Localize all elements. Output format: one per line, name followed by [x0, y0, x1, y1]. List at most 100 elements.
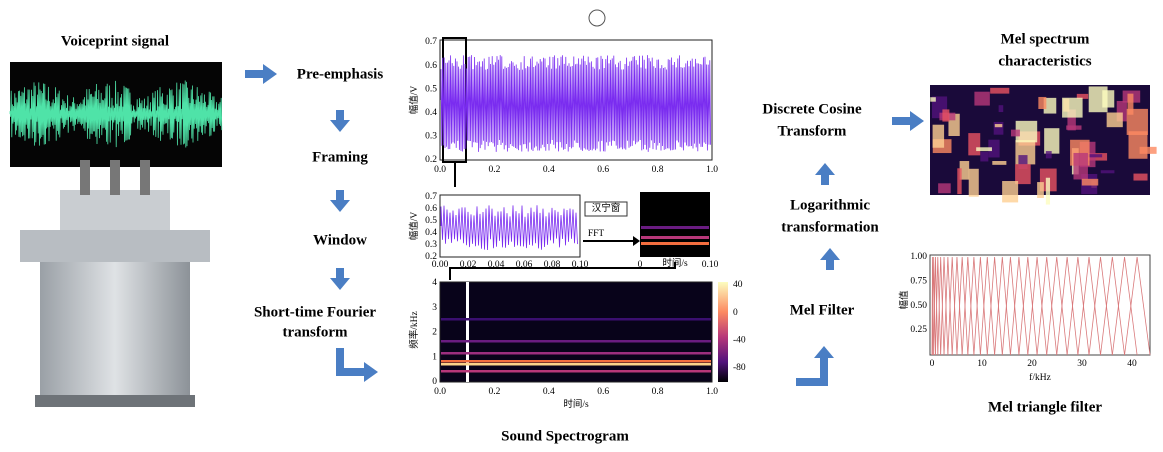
tick-label: 0.25 — [910, 325, 927, 335]
tick-label: 0.04 — [488, 260, 505, 270]
tick-label: 0.6 — [425, 61, 437, 71]
tick-label: 0.10 — [572, 260, 589, 270]
mel-cell — [980, 152, 988, 162]
axis-label: f/kHz — [1029, 372, 1051, 383]
tick-label: 0.4 — [425, 228, 437, 238]
tick-label: 0.7 — [425, 37, 437, 47]
illustrations — [10, 10, 1157, 407]
tick-label: 0.4 — [543, 387, 555, 397]
tick-label: 0 — [432, 377, 437, 387]
step: Window — [313, 232, 367, 248]
mel-cell — [1102, 90, 1114, 107]
title: Mel spectrum — [1001, 31, 1090, 47]
mel-cell — [974, 92, 989, 106]
mel-cell — [992, 161, 1006, 165]
mel-cell — [1044, 128, 1059, 153]
band — [441, 360, 711, 363]
band — [441, 370, 711, 373]
mel-cell — [1038, 97, 1046, 109]
tick-label: 0.0 — [434, 387, 446, 397]
tick-label: 0.3 — [425, 240, 437, 250]
tick-label: 1.0 — [706, 387, 718, 397]
band — [441, 352, 711, 355]
mel-cell — [990, 88, 1009, 94]
band — [641, 236, 709, 239]
tick-label: 0 — [733, 308, 738, 318]
tick-label: -80 — [733, 363, 746, 373]
mel-cell — [930, 97, 936, 101]
mel-cell — [942, 109, 949, 121]
mel-cell — [1002, 181, 1018, 202]
band — [441, 363, 711, 366]
tick-label: 3 — [432, 303, 437, 313]
title: characteristics — [998, 53, 1091, 69]
band — [441, 340, 711, 343]
mel-cell — [976, 147, 992, 151]
step: Logarithmic — [790, 197, 870, 213]
tick-label: 0.5 — [425, 216, 437, 226]
mel-cell — [1101, 170, 1115, 173]
mel-cell — [1073, 153, 1087, 180]
tick-label: 40 — [733, 280, 743, 290]
caption: Mel triangle filter — [988, 399, 1102, 415]
tick-label: 0.4 — [543, 165, 555, 175]
tick-label: 0.5 — [425, 84, 437, 94]
caption: Sound Spectrogram — [501, 428, 629, 444]
step: transformation — [781, 219, 879, 235]
step: Mel Filter — [790, 302, 855, 318]
tick-label: 0.3 — [425, 132, 437, 142]
mel-cell — [1107, 113, 1123, 128]
tick-label: 0.2 — [425, 155, 437, 165]
tick-label: 10 — [977, 359, 987, 369]
diagram: Voiceprint signal Pre-emphasis Framing W… — [0, 0, 1163, 452]
mel-cell — [995, 124, 1003, 127]
axis-label: 频率/kHz — [408, 311, 420, 348]
mel-cell — [969, 169, 979, 197]
mel-cell — [994, 122, 1004, 135]
axis-label: 幅值 — [898, 290, 910, 310]
tick-label: 0.75 — [910, 277, 927, 287]
tick-label: 0.10 — [702, 260, 719, 270]
tick-label: 0.2 — [488, 387, 500, 397]
tick-label: 0.00 — [432, 260, 449, 270]
mel-cell — [938, 183, 951, 193]
tick-label: 0.6 — [597, 387, 609, 397]
tick-label: 2 — [432, 328, 437, 338]
tick-label: 0.8 — [652, 165, 664, 175]
step: transform — [283, 324, 348, 340]
mel-cell — [1133, 174, 1147, 181]
axis-label: 时间/s — [563, 398, 589, 410]
tick-label: 1 — [432, 352, 437, 362]
axis-label: 幅值/V — [408, 86, 420, 115]
mel-cell — [1082, 179, 1098, 186]
mel-cell — [1046, 151, 1052, 158]
tick-label: 0.50 — [910, 301, 927, 311]
tick-label: 4 — [432, 278, 437, 288]
mel-cell — [1140, 147, 1157, 154]
band — [441, 318, 711, 321]
tick-label: 0.2 — [488, 165, 500, 175]
tick-label: 0 — [930, 359, 935, 369]
tick-label: 20 — [1027, 359, 1037, 369]
band — [641, 242, 709, 245]
axis-label: 时间/s — [662, 257, 688, 269]
mel-cell — [1037, 182, 1044, 198]
mel-cell — [957, 168, 961, 194]
tick-label: 1.0 — [706, 165, 718, 175]
circle-icon — [589, 10, 605, 26]
step: Short-time Fourier — [254, 304, 376, 320]
tick-label: 0.6 — [425, 204, 437, 214]
mel-cell — [1062, 98, 1083, 118]
tick-label: -40 — [733, 336, 746, 346]
label: 汉宁窗 — [592, 202, 621, 214]
tick-label: 0.7 — [425, 192, 437, 202]
axis-label: 幅值/V — [408, 212, 420, 241]
mel-cell — [968, 133, 980, 155]
tick-label: 0.02 — [460, 260, 477, 270]
tick-label: 0.6 — [597, 165, 609, 175]
tick-label: 40 — [1127, 359, 1137, 369]
mel-cell — [1011, 130, 1020, 137]
tick-label: 30 — [1077, 359, 1087, 369]
tick-label: 0.08 — [544, 260, 561, 270]
tick-label: 0.0 — [434, 165, 446, 175]
